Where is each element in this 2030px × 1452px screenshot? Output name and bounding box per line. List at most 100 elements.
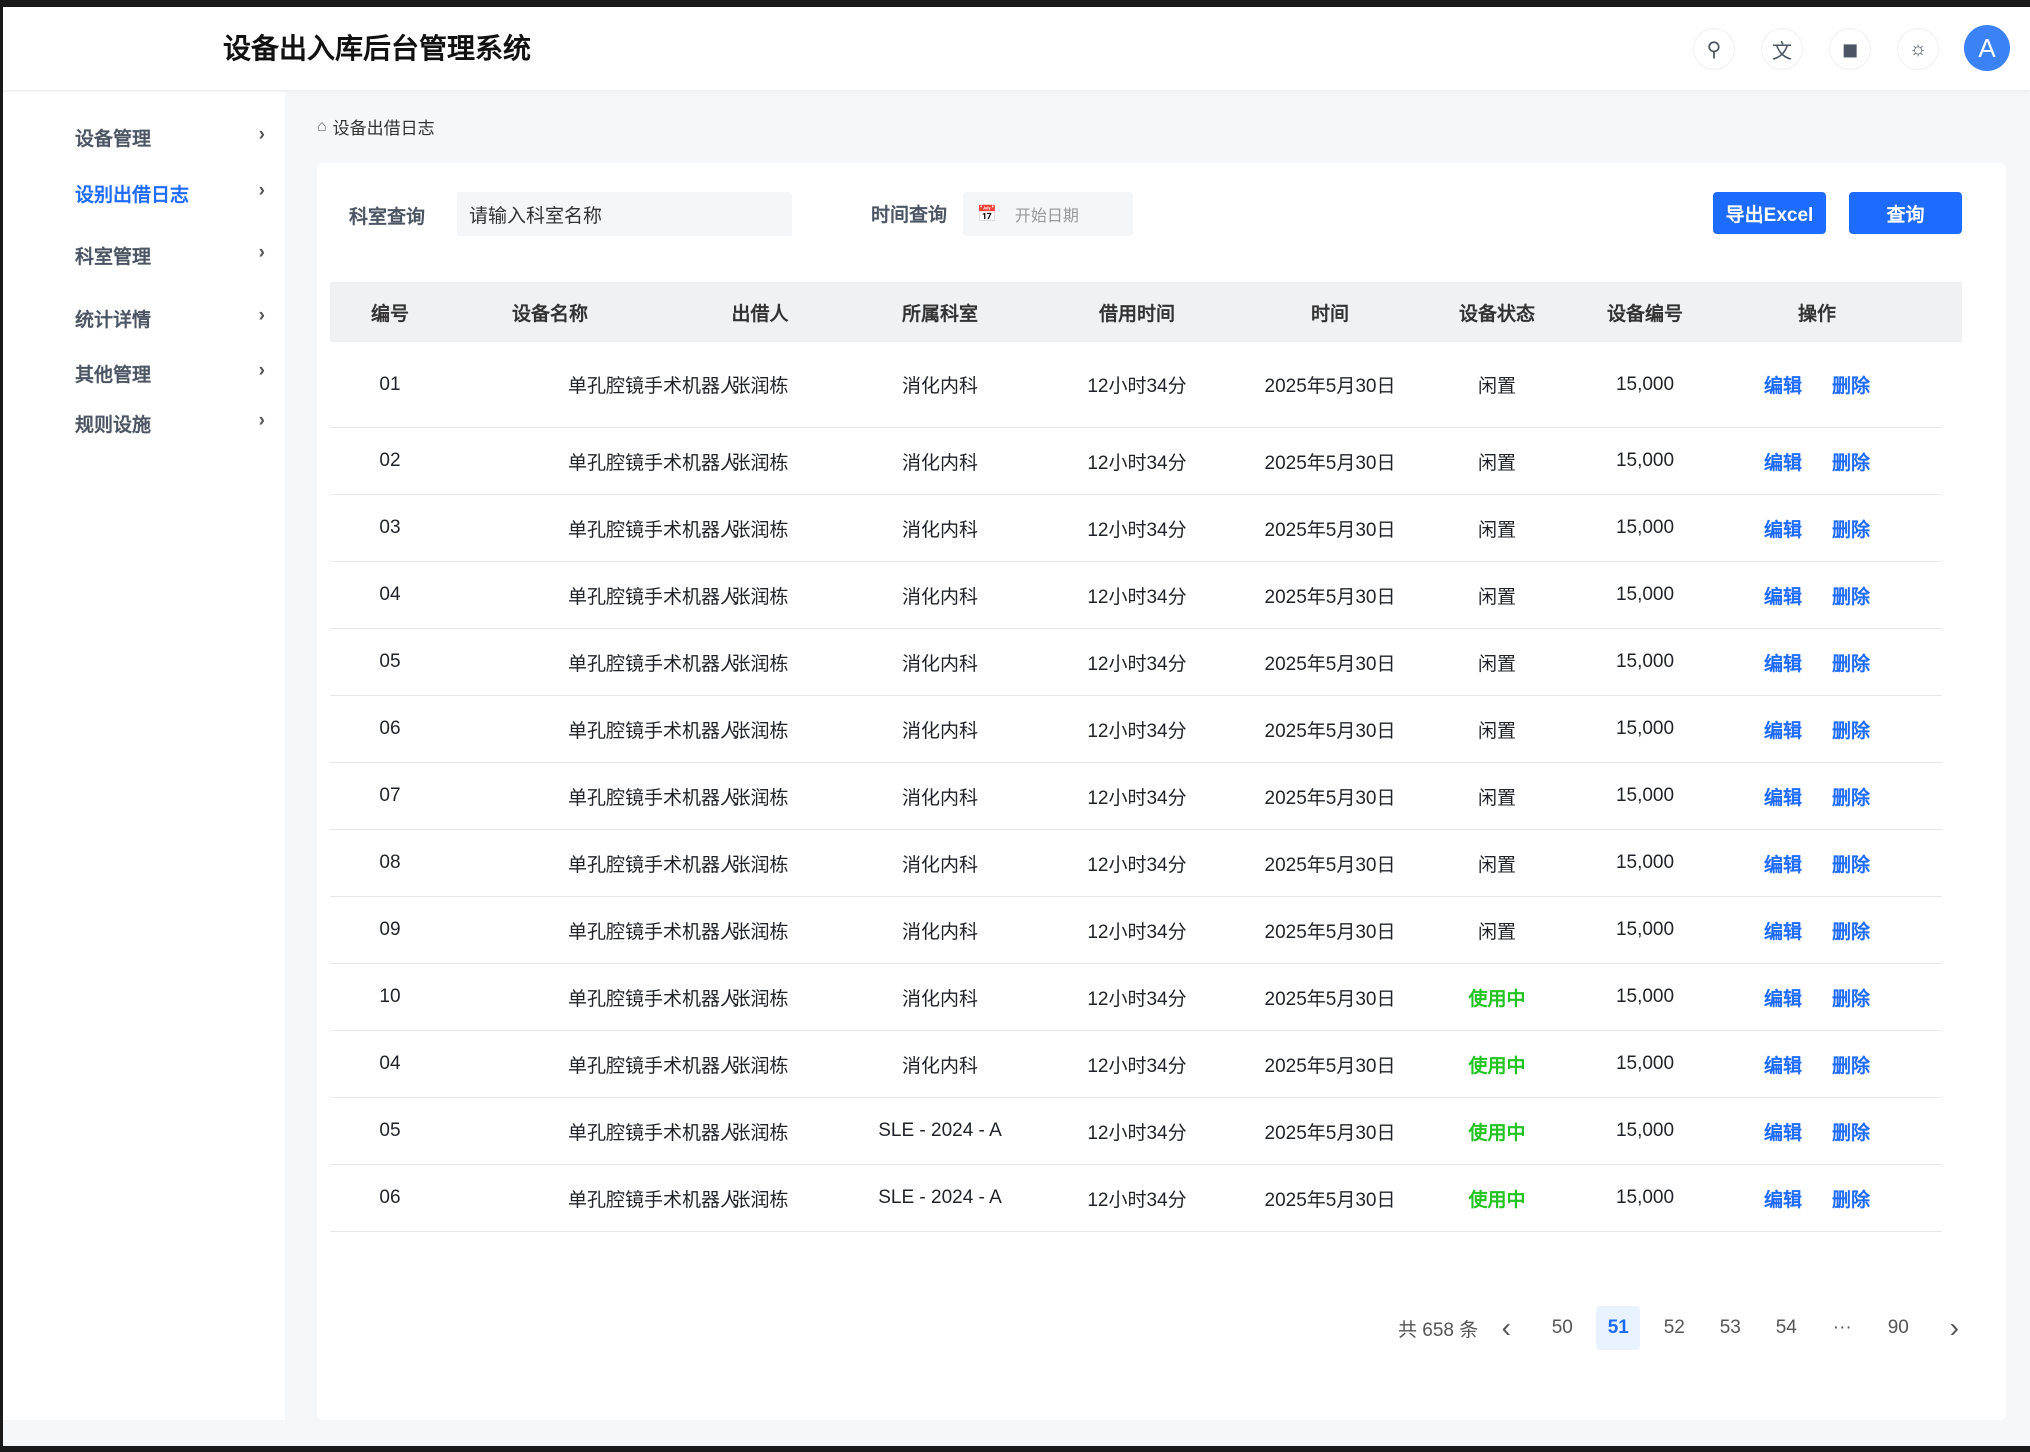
- row-id: 05: [379, 651, 401, 672]
- row-id: 04: [379, 584, 401, 605]
- next-page-icon[interactable]: ›: [1949, 1312, 1959, 1343]
- device-name: 单孔腔镜手术机器人: [568, 1122, 740, 1144]
- borrow-duration: 12小时34分: [1087, 787, 1187, 809]
- device-name: 单孔腔镜手术机器人: [568, 452, 740, 474]
- sun-icon[interactable]: ☼: [1897, 28, 1939, 70]
- date: 2025年5月30日: [1264, 1122, 1396, 1144]
- calendar-icon: 📅: [977, 206, 997, 223]
- edit-link[interactable]: 编辑: [1763, 376, 1802, 397]
- page-button[interactable]: 52: [1663, 1317, 1685, 1338]
- edit-link[interactable]: 编辑: [1763, 586, 1802, 608]
- device-name: 单孔腔镜手术机器人: [568, 1055, 740, 1077]
- row-id: 08: [379, 852, 401, 873]
- date: 2025年5月30日: [1264, 854, 1396, 876]
- column-header: 编号: [370, 303, 409, 325]
- sidebar-item[interactable]: 规则设施 ›: [75, 410, 265, 437]
- device-number: 15,000: [1615, 584, 1675, 605]
- column-header: 出借人: [731, 303, 789, 325]
- department: 消化内科: [901, 452, 978, 474]
- row-id: 05: [379, 1120, 401, 1141]
- delete-link[interactable]: 删除: [1832, 854, 1871, 876]
- row-actions: 编辑 删除: [1692, 1185, 1942, 1212]
- edit-link[interactable]: 编辑: [1763, 854, 1802, 876]
- table-row: 02 单孔腔镜手术机器人 张润栋 消化内科 12小时34分 2025年5月30日 闲置 15,…: [330, 428, 1942, 495]
- query-button[interactable]: 查询: [1849, 192, 1962, 234]
- table-row: 10 单孔腔镜手术机器人 张润栋 消化内科 12小时34分 2025年5月30日 使用中 15…: [330, 964, 1942, 1031]
- sidebar-item[interactable]: 科室管理 ›: [75, 242, 265, 269]
- row-actions: 编辑 删除: [1692, 716, 1942, 743]
- dept-search-input[interactable]: 请输入科室名称: [457, 192, 792, 236]
- delete-link[interactable]: 删除: [1832, 1122, 1871, 1144]
- row-id: 09: [379, 919, 401, 940]
- table-row: 07 单孔腔镜手术机器人 张润栋 消化内科 12小时34分 2025年5月30日 闲置 15,…: [330, 763, 1942, 830]
- breadcrumb: ⌂ 设备出借日志: [317, 114, 435, 139]
- sidebar-item-label: 科室管理: [75, 247, 152, 268]
- department: 消化内科: [901, 921, 978, 943]
- borrow-duration: 12小时34分: [1087, 921, 1187, 943]
- delete-link[interactable]: 删除: [1832, 586, 1871, 608]
- start-date-input[interactable]: 📅 开始日期: [963, 192, 1133, 236]
- window-top-bar: [0, 0, 2030, 7]
- department: 消化内科: [901, 988, 978, 1010]
- device-number: 15,000: [1615, 1187, 1675, 1208]
- edit-link[interactable]: 编辑: [1763, 452, 1802, 474]
- edit-link[interactable]: 编辑: [1763, 653, 1802, 675]
- edit-link[interactable]: 编辑: [1763, 988, 1802, 1010]
- page-button[interactable]: 53: [1719, 1317, 1741, 1338]
- translate-icon[interactable]: 文: [1761, 28, 1803, 70]
- delete-link[interactable]: 删除: [1832, 519, 1871, 541]
- device-number: 15,000: [1615, 1053, 1675, 1074]
- edit-link[interactable]: 编辑: [1763, 787, 1802, 809]
- device-status: 使用中: [1468, 1122, 1526, 1144]
- edit-link[interactable]: 编辑: [1763, 1055, 1802, 1077]
- avatar[interactable]: A: [1964, 25, 2010, 71]
- chevron-right-icon: ›: [258, 410, 265, 431]
- delete-link[interactable]: 删除: [1832, 787, 1871, 809]
- export-excel-button[interactable]: 导出Excel: [1713, 192, 1826, 234]
- delete-link[interactable]: 删除: [1832, 376, 1871, 397]
- row-id: 07: [379, 785, 401, 806]
- page-button[interactable]: 50: [1551, 1317, 1573, 1338]
- edit-link[interactable]: 编辑: [1763, 921, 1802, 943]
- sidebar-item[interactable]: 统计详情 ›: [75, 305, 265, 332]
- edit-link[interactable]: 编辑: [1763, 720, 1802, 742]
- table-row: 08 单孔腔镜手术机器人 张润栋 消化内科 12小时34分 2025年5月30日 闲置 15,…: [330, 830, 1942, 897]
- sidebar-item[interactable]: 设备管理 ›: [75, 124, 265, 151]
- delete-link[interactable]: 删除: [1832, 1055, 1871, 1077]
- page-button[interactable]: 90: [1887, 1317, 1909, 1338]
- app-title: 设备出入库后台管理系统: [223, 33, 532, 64]
- sidebar-item[interactable]: 设别出借日志 ›: [75, 180, 265, 207]
- date: 2025年5月30日: [1264, 586, 1396, 608]
- search-icon[interactable]: ⚲: [1693, 28, 1735, 70]
- device-name: 单孔腔镜手术机器人: [568, 988, 740, 1010]
- borrow-duration: 12小时34分: [1087, 854, 1187, 876]
- device-number: 15,000: [1615, 986, 1675, 1007]
- date: 2025年5月30日: [1264, 921, 1396, 943]
- edit-link[interactable]: 编辑: [1763, 519, 1802, 541]
- delete-link[interactable]: 删除: [1832, 1189, 1871, 1211]
- edit-link[interactable]: 编辑: [1763, 1189, 1802, 1211]
- window-bottom-bar: [0, 1446, 2030, 1452]
- home-icon[interactable]: ⌂: [317, 117, 327, 135]
- row-actions: 编辑 删除: [1692, 1051, 1942, 1078]
- date: 2025年5月30日: [1264, 787, 1396, 809]
- breadcrumb-current: 设备出借日志: [332, 119, 435, 138]
- delete-link[interactable]: 删除: [1832, 720, 1871, 742]
- edit-link[interactable]: 编辑: [1763, 1122, 1802, 1144]
- department: 消化内科: [901, 376, 978, 397]
- department: SLE - 2024 - A: [878, 1120, 1002, 1141]
- date: 2025年5月30日: [1264, 1189, 1396, 1211]
- delete-link[interactable]: 删除: [1832, 452, 1871, 474]
- prev-page-icon[interactable]: ‹: [1501, 1312, 1511, 1343]
- department: 消化内科: [901, 586, 978, 608]
- delete-link[interactable]: 删除: [1832, 988, 1871, 1010]
- device-number: 15,000: [1615, 718, 1675, 739]
- bell-icon[interactable]: ◼: [1829, 28, 1871, 70]
- delete-link[interactable]: 删除: [1832, 921, 1871, 943]
- page-button[interactable]: ···: [1832, 1317, 1852, 1338]
- sidebar-item[interactable]: 其他管理 ›: [75, 360, 265, 387]
- page-button[interactable]: 51: [1596, 1306, 1641, 1350]
- page-button[interactable]: 54: [1775, 1317, 1797, 1338]
- borrower: 张润栋: [731, 1055, 789, 1077]
- delete-link[interactable]: 删除: [1832, 653, 1871, 675]
